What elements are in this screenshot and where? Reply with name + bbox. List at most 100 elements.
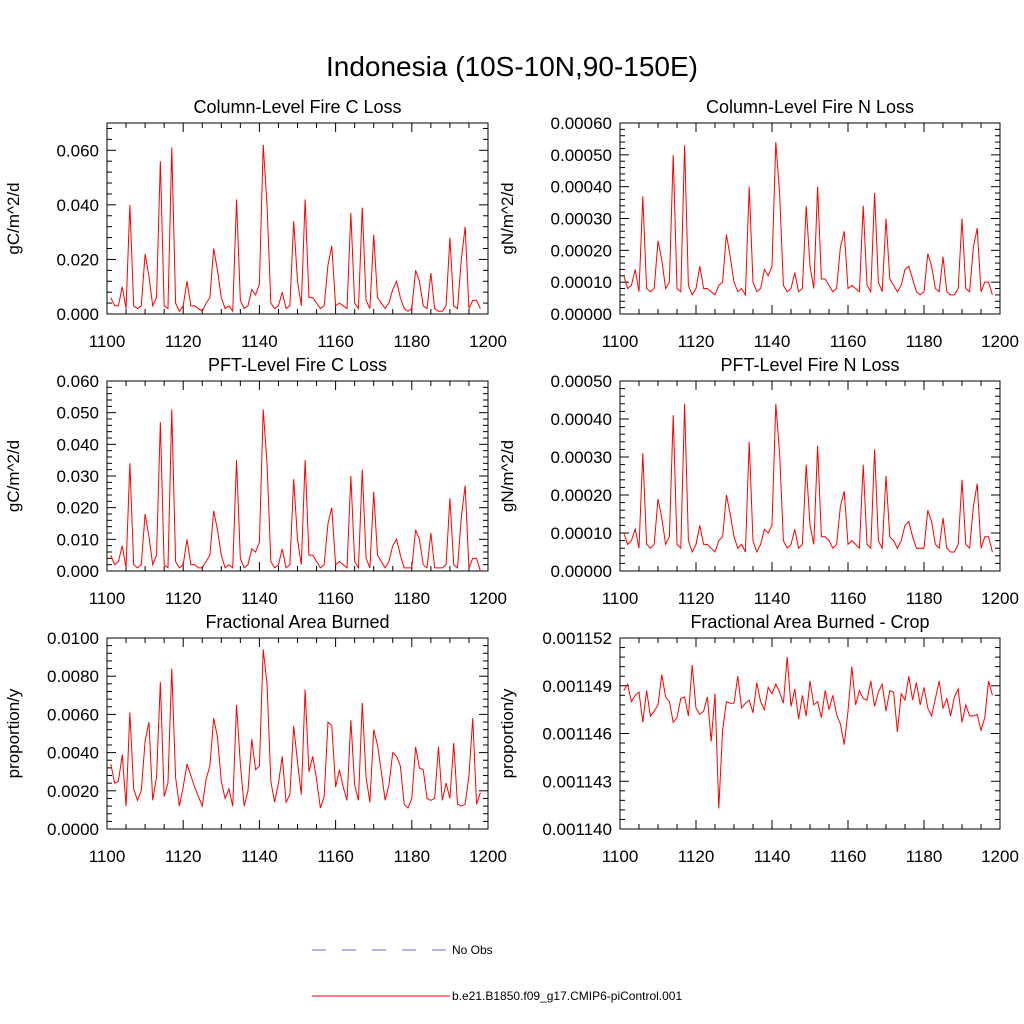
panel-title: PFT-Level Fire N Loss (720, 355, 899, 375)
y-tick-label: 0.0100 (47, 629, 99, 648)
plot-frame (106, 122, 489, 315)
x-tick-label: 1100 (89, 332, 126, 351)
y-axis-label: proportion/y (4, 688, 23, 778)
x-tick-label: 1160 (317, 589, 354, 608)
y-tick-label: 0.020 (56, 499, 99, 518)
chart-panel-2: Column-Level Fire N Loss gN/m^2/d 1100 1120… (498, 97, 1019, 351)
y-tick-label: 0.050 (56, 404, 99, 423)
y-tick-label: 0.00030 (551, 448, 612, 467)
y-tick-label: 0.0080 (47, 667, 99, 686)
x-tick-label: 1120 (165, 332, 202, 351)
x-tick-label: 1100 (602, 332, 639, 351)
x-tick-label: 1140 (241, 589, 278, 608)
legend-label-no-obs: No Obs (452, 943, 493, 957)
x-tick-label: 1200 (469, 332, 507, 351)
y-tick-label: 0.001140 (542, 820, 612, 839)
x-tick-label: 1140 (241, 332, 278, 351)
y-tick-label: 0.00000 (551, 305, 612, 324)
y-tick-label: 0.040 (56, 435, 99, 454)
series-line (110, 409, 481, 572)
y-tick-label: 0.0020 (47, 782, 99, 801)
x-tick-label: 1180 (394, 589, 431, 608)
plot-frame (106, 637, 489, 830)
y-tick-label: 0.00050 (551, 146, 612, 165)
plot-frame (619, 637, 1001, 830)
panel-title: Column-Level Fire C Loss (193, 97, 401, 117)
series-line (623, 657, 993, 809)
y-tick-label: 0.00040 (551, 410, 612, 429)
x-tick-label: 1140 (754, 332, 791, 351)
chart-panel-3: PFT-Level Fire C Loss gC/m^2/d 1100 1120 114… (4, 355, 507, 608)
y-axis-label: gC/m^2/d (4, 440, 23, 512)
x-tick-label: 1180 (906, 589, 943, 608)
y-tick-label: 0.00030 (551, 210, 612, 229)
x-tick-label: 1180 (394, 332, 431, 351)
y-tick-label: 0.001152 (542, 629, 612, 648)
y-tick-label: 0.00020 (551, 486, 612, 505)
y-tick-label: 0.00010 (551, 524, 612, 543)
x-tick-label: 1200 (981, 589, 1019, 608)
x-tick-label: 1120 (678, 847, 715, 866)
y-tick-label: 0.010 (56, 530, 99, 549)
chart-panel-1: Column-Level Fire C Loss gC/m^2/d 1100 1120… (4, 97, 507, 351)
y-axis-label: gN/m^2/d (498, 440, 517, 512)
y-tick-label: 0.0040 (47, 744, 99, 763)
y-tick-label: 0.060 (56, 372, 99, 391)
x-tick-label: 1120 (678, 332, 715, 351)
y-tick-label: 0.001149 (542, 677, 612, 696)
y-tick-label: 0.040 (56, 196, 99, 215)
series-line (110, 649, 481, 809)
y-tick-label: 0.001146 (542, 725, 612, 744)
x-tick-label: 1160 (317, 332, 354, 351)
chart-panel-5: Fractional Area Burned proportion/y 1100 11… (4, 612, 507, 866)
plot-frame (619, 122, 1001, 315)
x-tick-label: 1200 (981, 847, 1019, 866)
panel-title: PFT-Level Fire C Loss (208, 355, 387, 375)
x-tick-label: 1120 (165, 847, 202, 866)
panel-title: Column-Level Fire N Loss (706, 97, 914, 117)
y-tick-label: 0.00000 (551, 562, 612, 581)
legend-label-model: b.e21.B1850.f09_g17.CMIP6-piControl.001 (452, 989, 682, 1003)
y-tick-label: 0.0000 (47, 820, 99, 839)
x-tick-label: 1160 (317, 847, 354, 866)
y-tick-label: 0.060 (56, 141, 99, 160)
panel-title: Fractional Area Burned (205, 612, 389, 632)
y-axis-label: proportion/y (498, 688, 517, 778)
y-tick-label: 0.001143 (542, 772, 612, 791)
chart-panel-6: Fractional Area Burned - Crop proportion/… (498, 612, 1019, 866)
x-tick-label: 1180 (906, 847, 943, 866)
y-tick-label: 0.0060 (47, 705, 99, 724)
x-tick-label: 1100 (89, 847, 126, 866)
y-tick-label: 0.000 (56, 562, 99, 581)
x-tick-label: 1120 (165, 589, 202, 608)
x-tick-label: 1100 (602, 589, 639, 608)
x-tick-label: 1180 (394, 847, 431, 866)
x-tick-label: 1140 (241, 847, 278, 866)
y-axis-label: gC/m^2/d (4, 182, 23, 254)
series-line (110, 144, 481, 313)
x-tick-label: 1160 (830, 847, 867, 866)
legend: No Obs b.e21.B1850.f09_g17.CMIP6-piContr… (312, 943, 682, 1003)
plot-frame (619, 380, 1001, 572)
x-tick-label: 1100 (602, 847, 639, 866)
x-tick-label: 1200 (469, 589, 507, 608)
x-tick-label: 1120 (678, 589, 715, 608)
y-tick-label: 0.00050 (551, 372, 612, 391)
series-line (623, 142, 993, 297)
panel-title: Fractional Area Burned - Crop (690, 612, 929, 632)
x-tick-label: 1160 (830, 589, 867, 608)
x-tick-label: 1200 (981, 332, 1019, 351)
y-tick-label: 0.00040 (551, 178, 612, 197)
plot-frame (106, 380, 489, 572)
x-tick-label: 1140 (754, 589, 791, 608)
chart-panels: Column-Level Fire C Loss gC/m^2/d 1100 1120… (4, 97, 1019, 866)
y-tick-label: 0.030 (56, 467, 99, 486)
x-tick-label: 1160 (830, 332, 867, 351)
y-tick-label: 0.00010 (551, 273, 612, 292)
x-tick-label: 1100 (89, 589, 126, 608)
chart-panel-4: PFT-Level Fire N Loss gN/m^2/d 1100 1120 114… (498, 355, 1019, 608)
y-tick-label: 0.00060 (551, 114, 612, 133)
y-tick-label: 0.00020 (551, 241, 612, 260)
y-tick-label: 0.000 (56, 305, 99, 324)
